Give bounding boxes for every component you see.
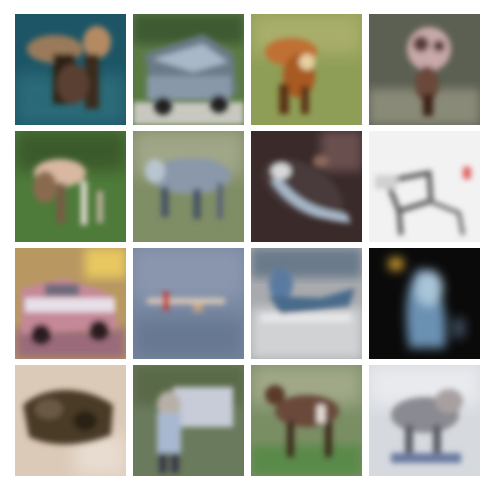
image-tile-16 [369, 365, 480, 476]
image-tile-2 [133, 14, 244, 125]
image-tile-10 [133, 248, 244, 359]
image-tile-7 [251, 131, 362, 242]
image-tile-5 [15, 131, 126, 242]
image-tile-4 [369, 14, 480, 125]
image-grid [15, 14, 481, 478]
image-tile-14 [133, 365, 244, 476]
image-tile-1 [15, 14, 126, 125]
image-tile-13 [15, 365, 126, 476]
image-tile-12 [369, 248, 480, 359]
image-tile-9 [15, 248, 126, 359]
image-tile-15 [251, 365, 362, 476]
image-tile-6 [133, 131, 244, 242]
image-tile-8 [369, 131, 480, 242]
image-tile-11 [251, 248, 362, 359]
image-tile-3 [251, 14, 362, 125]
